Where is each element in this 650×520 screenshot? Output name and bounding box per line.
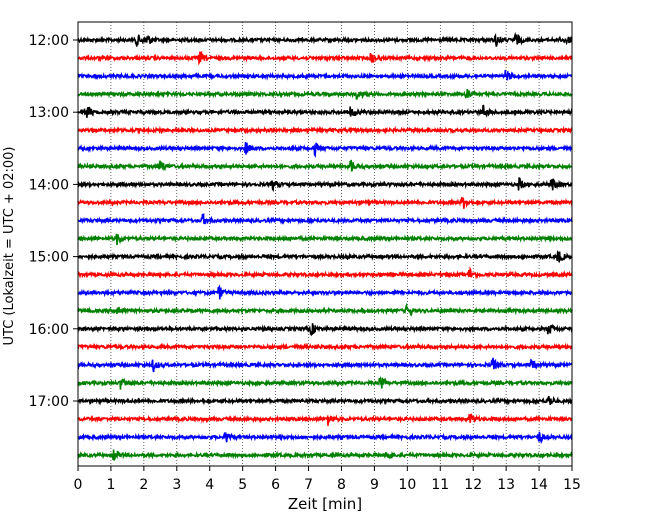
trace-1300	[77, 104, 573, 118]
x-tick-label: 9	[370, 477, 379, 493]
trace-1245	[77, 89, 573, 100]
x-tick-label: 13	[497, 477, 515, 493]
x-tick-label: 8	[337, 477, 346, 493]
y-tick-label: 17:00	[29, 394, 69, 410]
trace-1715	[77, 413, 573, 426]
trace-1545	[77, 302, 573, 317]
y-axis-label: UTC (Lokalzeit = UTC + 02:00)	[2, 147, 17, 346]
trace-1615	[77, 342, 573, 352]
x-tick-label: 7	[304, 477, 313, 493]
y-tick-label: 16:00	[29, 322, 69, 338]
trace-1430	[77, 213, 573, 226]
x-tick-label: 10	[398, 477, 416, 493]
y-tick-label: 14:00	[29, 177, 69, 193]
grid-lines	[110, 22, 540, 466]
y-tick-label: 12:00	[29, 33, 69, 49]
trace-1345	[77, 159, 573, 172]
x-tick-label: 11	[431, 477, 449, 493]
x-tick-label: 2	[139, 477, 148, 493]
seismogram-traces	[77, 31, 573, 461]
trace-1500	[77, 249, 573, 263]
x-tick-label: 5	[238, 477, 247, 493]
x-tick-label: 15	[563, 477, 581, 493]
trace-1200	[77, 31, 573, 47]
trace-1415	[77, 197, 573, 209]
x-tick-label: 4	[205, 477, 214, 493]
x-tick-label: 0	[74, 477, 83, 493]
x-tick-label: 14	[530, 477, 548, 493]
trace-1445	[77, 233, 573, 245]
x-tick-label: 3	[172, 477, 181, 493]
trace-1730	[77, 431, 573, 445]
trace-1630	[77, 357, 573, 373]
y-axis-ticks: 12:00 13:00 14:00 15:00 16:00 17:00	[29, 33, 78, 410]
trace-1530	[77, 284, 573, 300]
plot-area-frame	[77, 21, 573, 467]
trace-1515	[77, 266, 573, 280]
x-tick-label: 12	[464, 477, 482, 493]
x-tick-label: 6	[271, 477, 280, 493]
y-tick-label: 13:00	[29, 105, 69, 121]
trace-1230	[77, 69, 573, 81]
trace-1745	[77, 449, 573, 461]
trace-1215	[77, 50, 573, 66]
y-tick-label: 15:00	[29, 250, 69, 266]
trace-1330	[77, 142, 573, 159]
x-axis-ticks: 0 1 2 3 4 5 6 7 8 9 10 11 12 13 14 15	[74, 466, 581, 493]
x-tick-label: 1	[106, 477, 115, 493]
trace-1400	[77, 177, 573, 193]
trace-1600	[77, 323, 573, 337]
trace-1700	[78, 395, 573, 406]
x-axis-label: Zeit [min]	[288, 495, 362, 513]
trace-1315	[77, 125, 573, 135]
trace-1645	[77, 375, 573, 390]
